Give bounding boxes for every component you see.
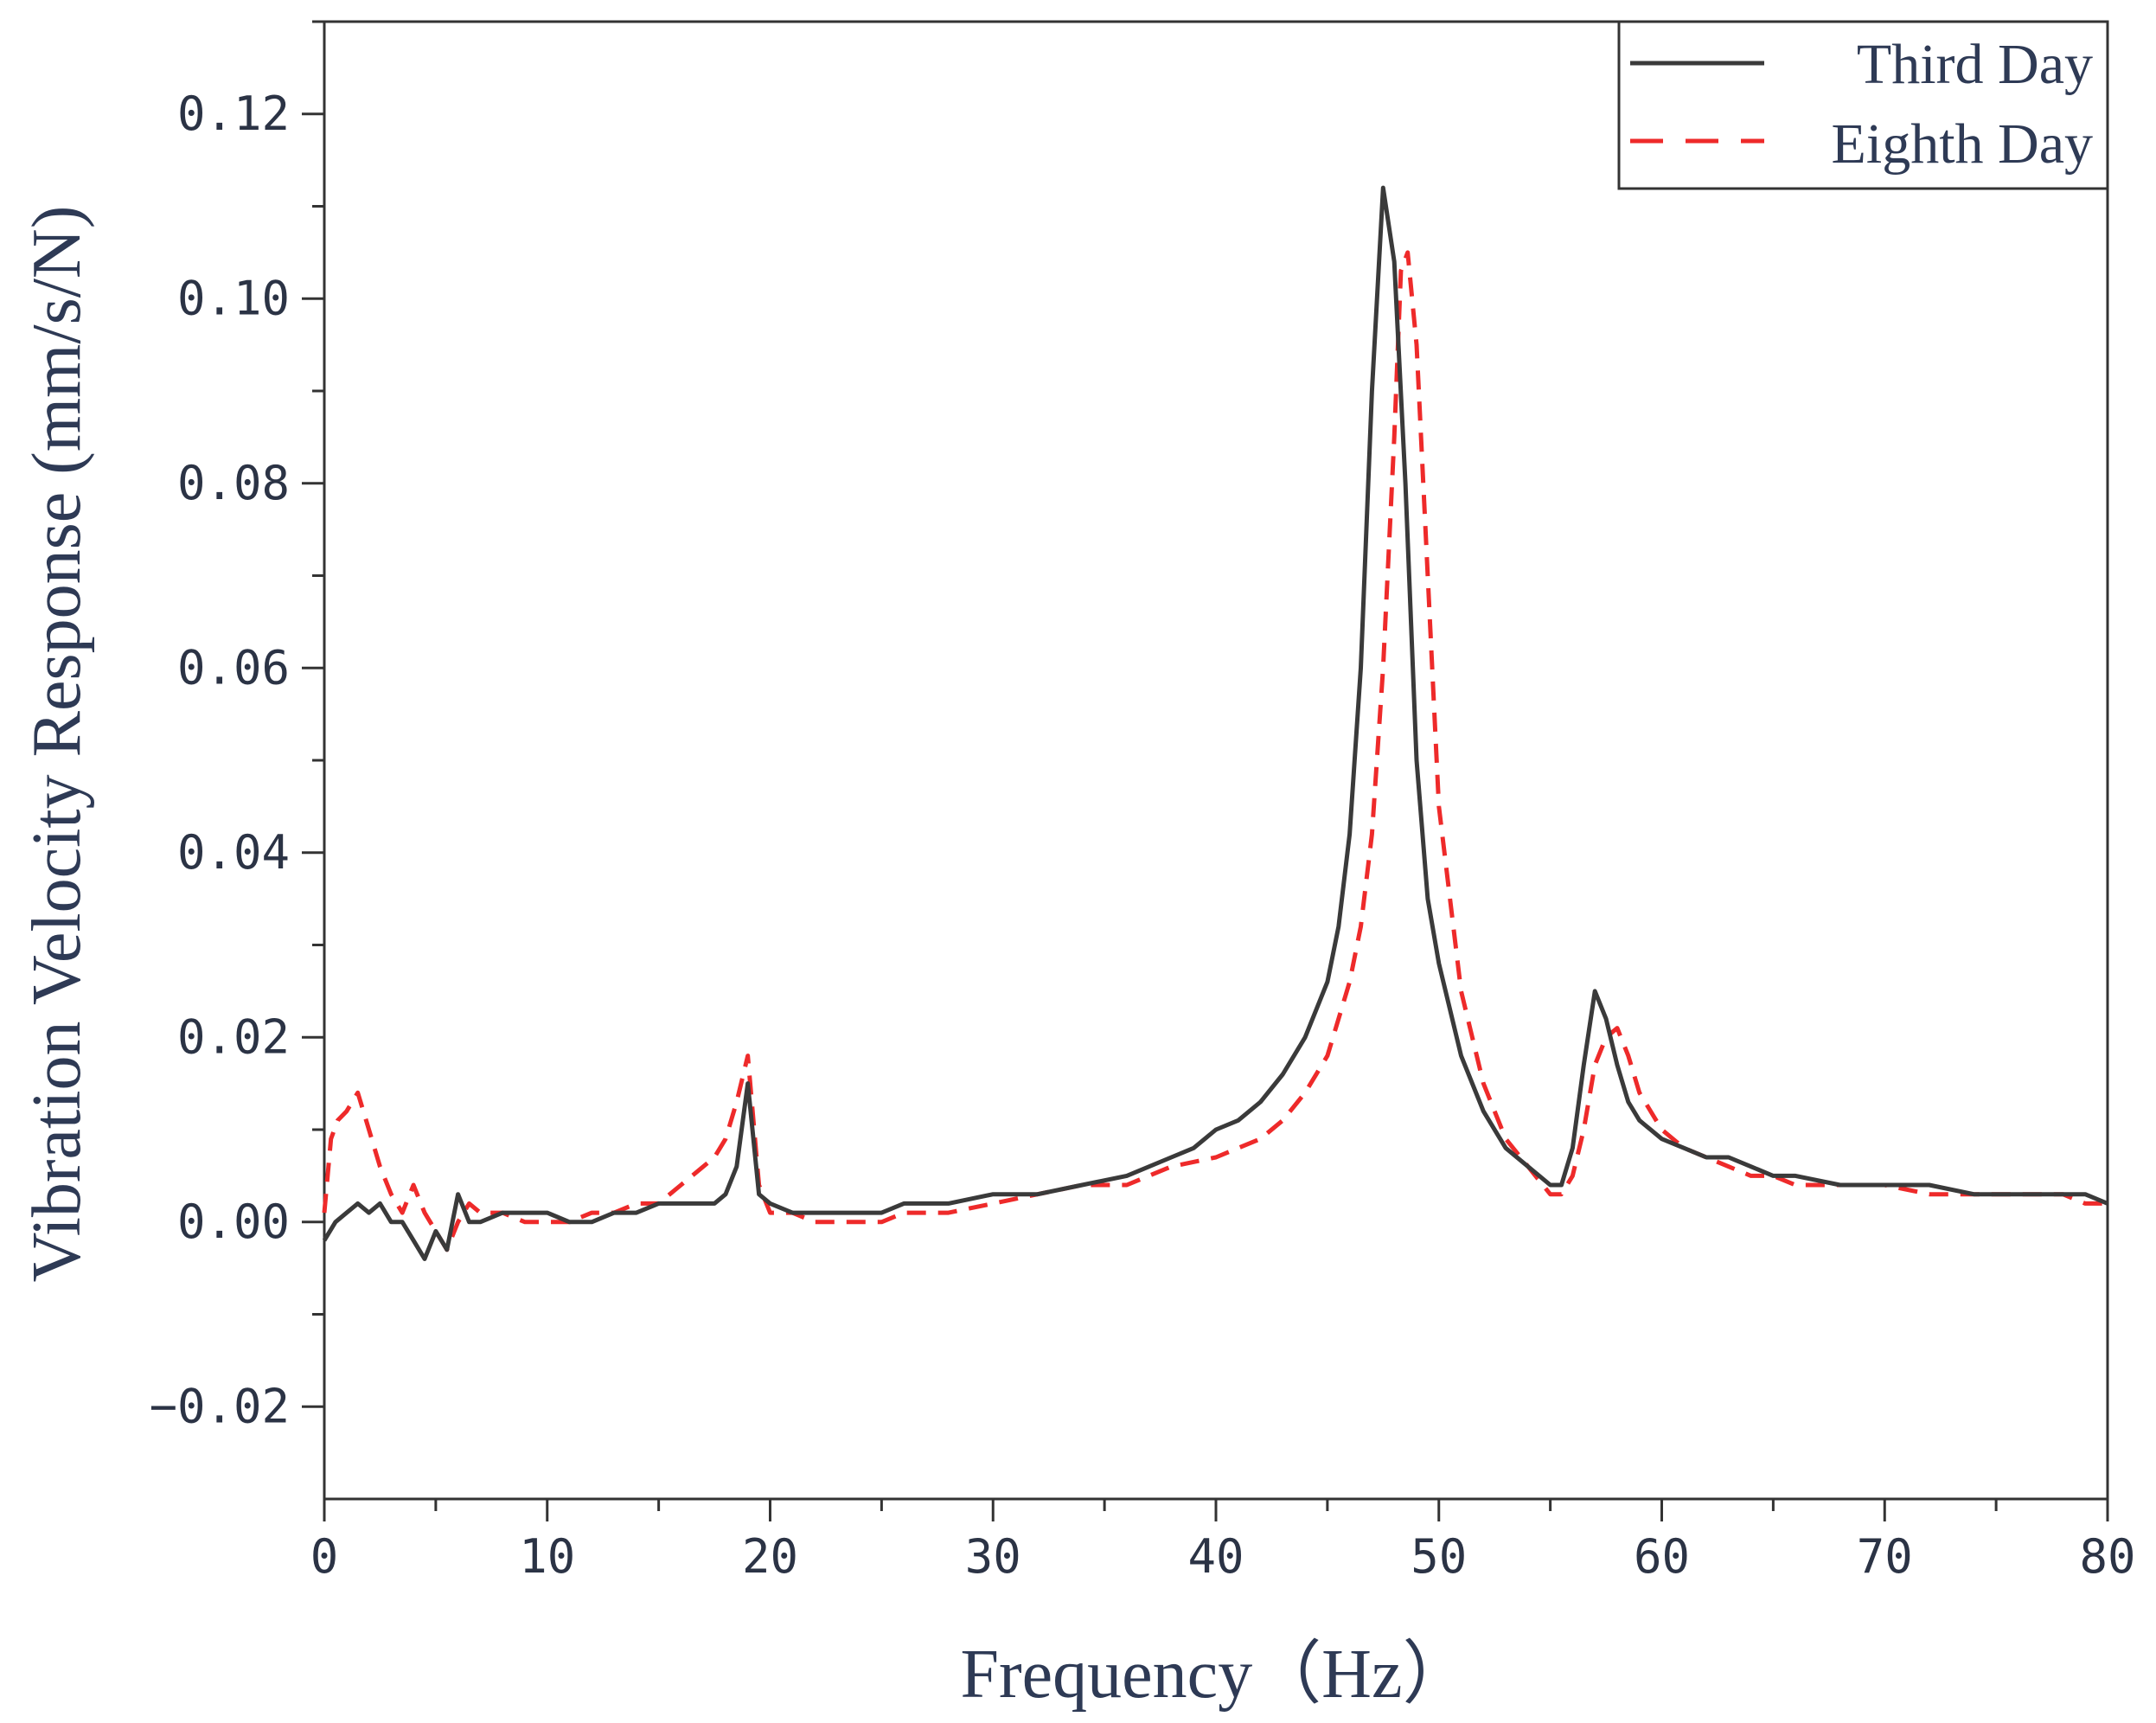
legend-label-third-day: Third Day xyxy=(1857,33,2093,96)
y-tick-label: −0.02 xyxy=(149,1379,290,1433)
y-tick-label: 0.08 xyxy=(177,456,290,510)
x-tick-label: 0 xyxy=(310,1529,339,1584)
x-tick-label: 60 xyxy=(1634,1529,1690,1584)
series-line-eighth-day xyxy=(322,250,2108,1252)
x-tick-label: 10 xyxy=(519,1529,575,1584)
series-line-third-day xyxy=(322,185,2108,1261)
legend-label-eighth-day: Eighth Day xyxy=(1832,112,2093,176)
series-group xyxy=(322,185,2108,1261)
legend: Third Day Eighth Day xyxy=(1617,20,2109,190)
x-tick-label: 70 xyxy=(1857,1529,1913,1584)
y-tick-label: 0.00 xyxy=(177,1195,290,1249)
x-tick-label: 20 xyxy=(742,1529,798,1584)
y-tick-label: 0.06 xyxy=(177,640,290,695)
plot-frame xyxy=(323,20,2109,1501)
y-tick-label: 0.10 xyxy=(177,271,290,325)
y-tick-label: 0.12 xyxy=(177,86,290,141)
axis-ticks: 0 10 20 30 40 50 60 70 80 −0.02 0.00 0.02 0.04 0.06 0.… xyxy=(149,20,2136,1584)
x-tick-label: 40 xyxy=(1187,1529,1244,1584)
x-tick-label: 80 xyxy=(2079,1529,2135,1584)
x-tick-label: 50 xyxy=(1411,1529,1467,1584)
x-axis-title: Frequency（Hz） xyxy=(961,1637,1472,1713)
legend-box xyxy=(1617,20,2109,190)
x-tick-label: 30 xyxy=(965,1529,1021,1584)
y-tick-label: 0.02 xyxy=(177,1009,290,1064)
y-tick-label: 0.04 xyxy=(177,825,290,880)
y-axis-title: Vibration Velocity Response (mm/s/N) xyxy=(19,206,95,1283)
